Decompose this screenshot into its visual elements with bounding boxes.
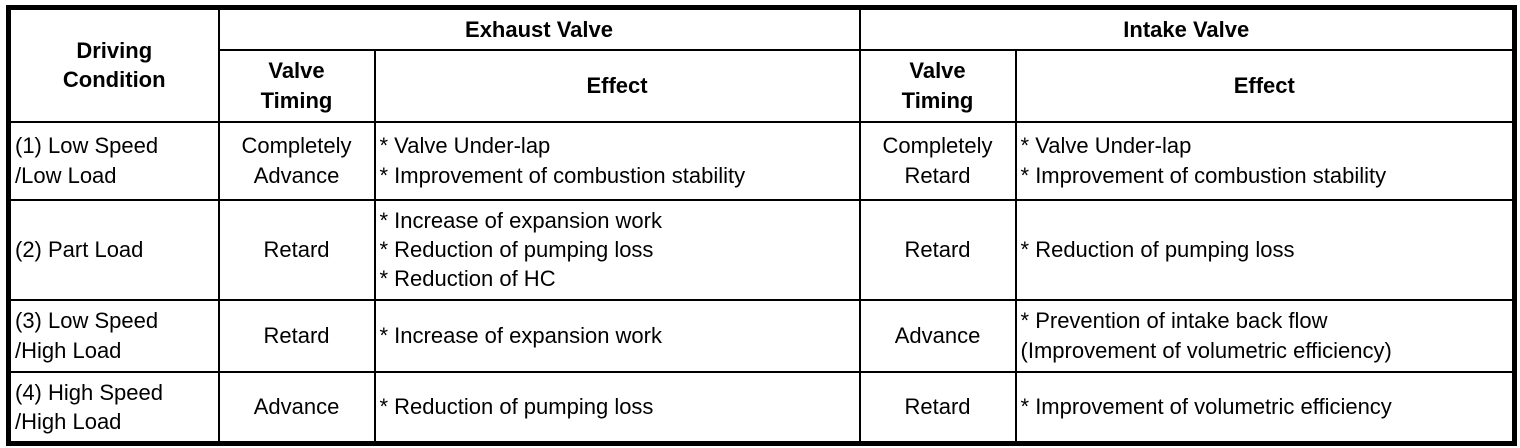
cell-condition: (2) Part Load <box>7 198 220 301</box>
header-intake-valve-timing: Valve Timing <box>858 48 1017 123</box>
cell-intake-effect: * Improvement of volumetric efficiency <box>1014 370 1516 445</box>
table-row-high-speed-high-load: (4) High Speed /High Load Advance * Redu… <box>7 370 1516 445</box>
table-row-part-load: (2) Part Load Retard * Increase of expan… <box>7 198 1516 301</box>
cell-exhaust-effect: * Increase of expansion work * Reduction… <box>373 198 861 301</box>
header-exhaust-effect: Effect <box>373 48 861 123</box>
cell-exhaust-timing: Advance <box>217 370 376 445</box>
cell-intake-timing: Retard <box>858 198 1017 301</box>
cell-intake-effect: * Reduction of pumping loss <box>1014 198 1516 301</box>
cell-exhaust-timing: Completely Advance <box>217 120 376 201</box>
header-row-valve-groups: Driving Condition Exhaust Valve Intake V… <box>7 6 1516 123</box>
header-intake-effect: Effect <box>1014 48 1516 123</box>
cell-condition: (1) Low Speed /Low Load <box>7 120 220 201</box>
cell-condition: (3) Low Speed /High Load <box>7 298 220 373</box>
cell-exhaust-effect: * Increase of expansion work <box>373 298 861 373</box>
cell-intake-timing: Retard <box>858 370 1017 445</box>
cell-exhaust-effect: * Valve Under-lap * Improvement of combu… <box>373 120 861 201</box>
cell-intake-effect: * Prevention of intake back flow (Improv… <box>1014 298 1516 373</box>
header-exhaust-valve-timing: Valve Timing <box>217 48 376 123</box>
cell-intake-timing: Completely Retard <box>858 120 1017 201</box>
valve-timing-table: Driving Condition Exhaust Valve Intake V… <box>6 5 1518 446</box>
header-exhaust-valve: Exhaust Valve <box>217 6 861 51</box>
cell-intake-effect: * Valve Under-lap * Improvement of combu… <box>1014 120 1516 201</box>
cell-exhaust-timing: Retard <box>217 298 376 373</box>
cell-exhaust-effect: * Reduction of pumping loss <box>373 370 861 445</box>
cell-intake-timing: Advance <box>858 298 1017 373</box>
header-row-subcolumns: Valve Timing Effect Valve Timing Effect <box>9 48 1516 123</box>
table-row-low-speed-high-load: (3) Low Speed /High Load Retard * Increa… <box>7 298 1516 373</box>
cell-condition: (4) High Speed /High Load <box>7 370 220 445</box>
header-driving-condition: Driving Condition <box>7 6 220 123</box>
cell-exhaust-timing: Retard <box>217 198 376 301</box>
table-row-low-speed-low-load: (1) Low Speed /Low Load Completely Advan… <box>7 120 1516 201</box>
header-intake-valve: Intake Valve <box>858 6 1516 51</box>
